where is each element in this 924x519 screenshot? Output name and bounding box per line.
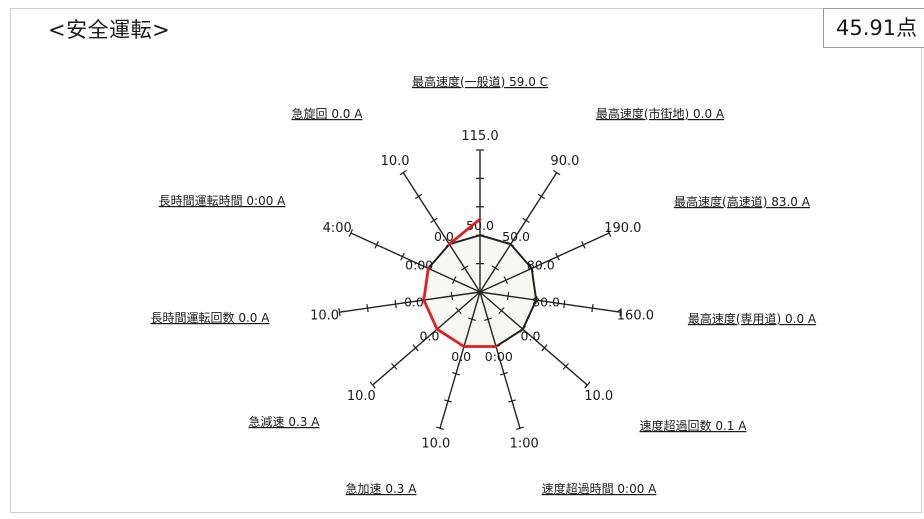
axis-tick xyxy=(414,193,423,200)
axis-category-label: 急加速 0.3 A xyxy=(346,481,418,496)
axis-tick xyxy=(516,426,524,430)
axis-tick xyxy=(591,304,594,313)
axis-tick xyxy=(484,317,492,321)
axis-line xyxy=(479,291,521,429)
axis-tick xyxy=(606,229,612,237)
axis-max-label: 4:00 xyxy=(323,221,352,236)
axis-max-label: 10.0 xyxy=(381,154,410,169)
axis-tick xyxy=(541,344,548,352)
axis-tick xyxy=(522,217,530,224)
score-segment xyxy=(447,217,482,246)
axis-line xyxy=(479,172,558,293)
axis-line xyxy=(479,291,588,386)
axis-tick xyxy=(581,240,586,249)
report-panel xyxy=(10,8,922,513)
axis-value-label: 80.0 xyxy=(532,295,560,310)
axis-category-label: 最高速度(専用道) 0.0 A xyxy=(688,311,817,326)
axis-tick xyxy=(444,399,452,403)
axis-tick xyxy=(399,169,407,176)
axis-value-label: 0.0 xyxy=(404,295,424,310)
axis-tick xyxy=(430,217,438,224)
section-title: <安全運転> xyxy=(48,18,171,42)
axis-tick xyxy=(450,292,454,301)
axis-line xyxy=(372,291,481,386)
axis-value-label: 50.0 xyxy=(502,229,530,244)
axis-max-label: 90.0 xyxy=(550,154,579,169)
axis-tick xyxy=(452,372,460,376)
axis-category-label: 急減速 0.3 A xyxy=(249,414,321,429)
axis-tick xyxy=(460,265,469,271)
axis-tick xyxy=(500,372,508,376)
axis-max-label: 160.0 xyxy=(617,308,654,323)
axis-value-label: 0:00 xyxy=(485,349,513,364)
axis-value-label: 50.0 xyxy=(466,218,494,233)
axis-tick xyxy=(553,169,561,176)
axis-line xyxy=(350,232,481,293)
axis-tick xyxy=(436,426,444,430)
axis-tick xyxy=(394,300,397,309)
axis-line xyxy=(439,291,481,429)
axis-line xyxy=(479,232,610,293)
axis-tick xyxy=(348,229,354,237)
radar-labels: 115.0 50.0 最高速度(一般道) 59.0 C 90.0 50.0 最高速度(市街… xyxy=(151,74,817,496)
axis-category-label: 速度超過時間 0:00 A xyxy=(542,481,658,496)
axis-max-label: 10.0 xyxy=(347,389,376,404)
axis-tick xyxy=(491,265,500,271)
axis-tick xyxy=(412,344,419,352)
axis-category-label: 長時間運転時間 0:00 A xyxy=(159,194,287,208)
radar-axes xyxy=(338,149,622,430)
axis-tick xyxy=(503,276,509,285)
axis-category-label: 最高速度(高速道) 83.0 A xyxy=(674,194,811,209)
axis-tick xyxy=(619,308,622,317)
axis-category-label: 急旋回 0.0 A xyxy=(292,106,364,121)
axis-line xyxy=(402,172,481,293)
axis-max-label: 190.0 xyxy=(604,221,641,236)
axis-category-label: 最高速度(一般道) 59.0 C xyxy=(412,74,548,89)
axis-tick xyxy=(562,363,569,370)
axis-tick xyxy=(584,381,591,389)
axis-value-label: 0.0 xyxy=(434,229,454,244)
axis-category-label: 長時間運転回数 0.0 A xyxy=(151,310,271,325)
axis-max-label: 1:00 xyxy=(510,437,539,452)
axis-tick xyxy=(563,300,566,309)
axis-value-label: 0:00 xyxy=(405,257,433,272)
axis-tick xyxy=(400,252,405,261)
axis-max-label: 10.0 xyxy=(421,437,450,452)
axis-value-label: 80.0 xyxy=(527,257,555,272)
axis-line xyxy=(339,291,481,313)
score-segment xyxy=(422,266,430,302)
axis-tick xyxy=(468,317,476,321)
axis-tick xyxy=(506,292,510,301)
axis-category-label: 速度超過回数 0.1 A xyxy=(640,418,748,433)
score-badge: 45.91点 xyxy=(823,8,924,48)
score-segment xyxy=(435,327,466,348)
axis-tick xyxy=(555,252,560,261)
axis-tick xyxy=(374,240,379,249)
axis-tick xyxy=(338,308,341,317)
axis-value-label: 0.0 xyxy=(420,329,440,344)
axis-line xyxy=(479,291,621,313)
score-segment xyxy=(422,298,439,331)
axis-tick xyxy=(451,276,457,285)
axis-tick xyxy=(391,363,398,370)
axis-tick xyxy=(369,381,376,389)
axis-category-label: 最高速度(市街地) 0.0 A xyxy=(596,106,725,121)
axis-tick xyxy=(508,399,516,403)
axis-max-label: 10.0 xyxy=(584,389,613,404)
axis-value-label: 0.0 xyxy=(451,349,471,364)
axis-value-label: 0.0 xyxy=(521,329,541,344)
axis-tick xyxy=(498,307,505,314)
axis-tick xyxy=(455,307,462,314)
axis-tick xyxy=(366,304,369,313)
axis-max-label: 10.0 xyxy=(310,308,339,323)
axis-max-label: 115.0 xyxy=(461,129,498,144)
axis-tick xyxy=(537,193,546,200)
